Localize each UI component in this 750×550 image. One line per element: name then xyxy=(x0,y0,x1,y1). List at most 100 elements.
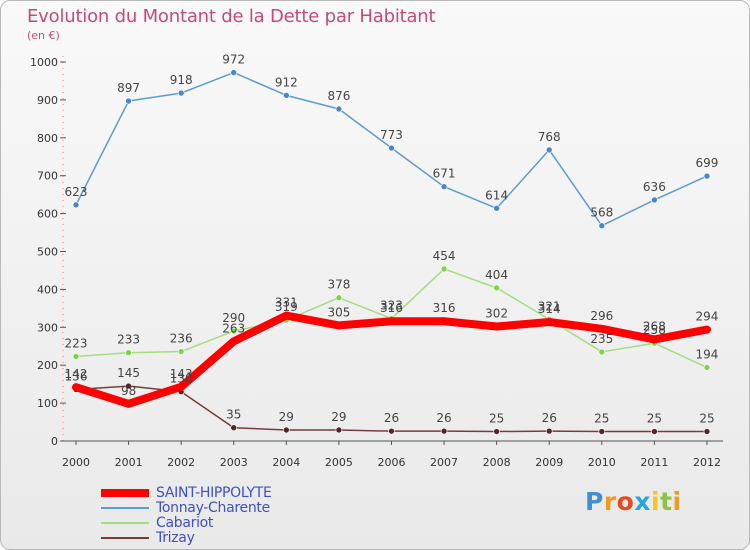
x-tick-label: 2007 xyxy=(430,456,458,469)
data-point-trizay xyxy=(230,424,238,432)
data-point-trizay xyxy=(598,428,606,435)
data-label-trizay: 136 xyxy=(65,369,88,383)
data-point-cabariot xyxy=(335,294,343,302)
data-label-trizay: 25 xyxy=(594,412,609,426)
series-line-saint-hippolyte xyxy=(72,311,711,408)
x-tick-label: 2012 xyxy=(693,456,721,469)
legend-swatch xyxy=(101,507,149,509)
data-label-saint-hippolyte: 305 xyxy=(327,305,350,319)
data-label-cabariot: 233 xyxy=(117,333,140,347)
legend-swatch xyxy=(101,489,149,497)
data-label-saint-hippolyte: 294 xyxy=(696,310,719,324)
data-label-trizay: 25 xyxy=(489,412,504,426)
data-point-trizay xyxy=(440,427,448,435)
data-point-saint-hippolyte xyxy=(283,313,289,319)
data-point-tonnay-charente xyxy=(283,92,290,99)
data-label-trizay: 26 xyxy=(384,411,399,425)
data-label-saint-hippolyte: 268 xyxy=(643,319,666,333)
x-tick-label: 2003 xyxy=(220,456,248,469)
chart-unit: (en €) xyxy=(27,29,60,42)
data-point-trizay xyxy=(493,428,500,435)
data-label-cabariot: 319 xyxy=(275,300,298,314)
x-tick-label: 2006 xyxy=(377,456,405,469)
data-label-tonnay-charente: 636 xyxy=(643,180,666,194)
data-label-cabariot: 235 xyxy=(590,332,613,346)
data-point-cabariot xyxy=(703,364,711,371)
y-tick-label: 500 xyxy=(37,246,58,259)
y-tick-label: 700 xyxy=(37,170,58,183)
data-point-trizay xyxy=(335,426,343,434)
data-point-saint-hippolyte xyxy=(73,384,79,390)
data-point-tonnay-charente xyxy=(493,204,500,212)
x-tick-label: 2008 xyxy=(483,456,511,469)
proxiti-logo: Proxiti xyxy=(585,487,682,516)
data-point-tonnay-charente xyxy=(230,69,238,76)
x-tick-label: 2011 xyxy=(640,456,668,469)
data-label-saint-hippolyte: 314 xyxy=(538,302,561,316)
data-label-tonnay-charente: 671 xyxy=(433,167,456,181)
data-label-saint-hippolyte: 316 xyxy=(433,301,456,315)
data-point-saint-hippolyte xyxy=(651,336,657,342)
data-label-trizay: 130 xyxy=(170,372,193,386)
data-point-tonnay-charente xyxy=(177,89,185,97)
x-tick-label: 2002 xyxy=(167,456,195,469)
y-tick-label: 600 xyxy=(37,208,58,221)
legend-label: Cabariot xyxy=(156,515,214,531)
data-label-cabariot: 290 xyxy=(222,311,245,325)
data-label-cabariot: 194 xyxy=(696,347,719,361)
data-label-tonnay-charente: 912 xyxy=(275,75,298,89)
y-tick-label: 400 xyxy=(37,283,58,296)
x-tick-label: 2005 xyxy=(325,456,353,469)
legend-label: Tonnay-Charente xyxy=(156,500,270,516)
legend-swatch xyxy=(101,522,149,524)
data-label-cabariot: 378 xyxy=(327,278,350,292)
logo-letter: t xyxy=(660,487,673,516)
data-label-tonnay-charente: 699 xyxy=(696,156,719,170)
data-label-cabariot: 258 xyxy=(643,323,666,337)
data-point-tonnay-charente xyxy=(545,146,553,154)
y-tick-label: 300 xyxy=(37,321,58,334)
data-label-trizay: 29 xyxy=(279,410,294,424)
data-label-tonnay-charente: 876 xyxy=(327,89,350,103)
data-label-saint-hippolyte: 142 xyxy=(65,367,88,381)
data-label-cabariot: 323 xyxy=(380,299,403,313)
y-tick-label: 800 xyxy=(37,132,58,145)
data-point-tonnay-charente xyxy=(651,196,658,204)
data-label-trizay: 145 xyxy=(117,366,140,380)
data-label-trizay: 26 xyxy=(542,411,557,425)
data-label-saint-hippolyte: 296 xyxy=(590,309,613,323)
x-tick-label: 2004 xyxy=(272,456,300,469)
data-point-saint-hippolyte xyxy=(599,326,605,332)
data-label-saint-hippolyte: 143 xyxy=(170,367,193,381)
data-label-tonnay-charente: 768 xyxy=(538,130,561,144)
data-label-saint-hippolyte: 263 xyxy=(222,321,245,335)
data-point-trizay xyxy=(651,428,658,435)
data-label-cabariot: 321 xyxy=(538,299,561,313)
data-label-saint-hippolyte: 302 xyxy=(485,307,508,321)
data-label-cabariot: 223 xyxy=(65,336,88,350)
data-point-tonnay-charente xyxy=(598,222,606,230)
data-point-cabariot xyxy=(230,327,238,335)
logo-letter: i xyxy=(672,487,682,516)
chart-title: Evolution du Montant de la Dette par Hab… xyxy=(27,6,436,27)
data-point-cabariot xyxy=(493,284,500,292)
y-tick-label: 100 xyxy=(37,397,58,410)
data-label-tonnay-charente: 623 xyxy=(65,185,88,199)
legend-label: Trizay xyxy=(156,530,195,546)
data-point-cabariot xyxy=(72,353,80,360)
data-label-cabariot: 236 xyxy=(170,332,193,346)
logo-letter: i xyxy=(651,487,661,516)
data-label-tonnay-charente: 918 xyxy=(170,73,193,87)
data-point-tonnay-charente xyxy=(703,172,711,180)
data-point-cabariot xyxy=(177,348,185,355)
logo-letter: o xyxy=(616,487,635,516)
logo-letter: P xyxy=(585,487,604,516)
data-point-trizay xyxy=(703,428,711,435)
data-label-tonnay-charente: 614 xyxy=(485,188,508,202)
legend-swatch xyxy=(101,537,149,539)
data-point-saint-hippolyte xyxy=(704,327,710,333)
data-label-saint-hippolyte: 98 xyxy=(121,384,136,398)
data-point-tonnay-charente xyxy=(125,97,132,105)
data-label-trizay: 26 xyxy=(436,411,451,425)
